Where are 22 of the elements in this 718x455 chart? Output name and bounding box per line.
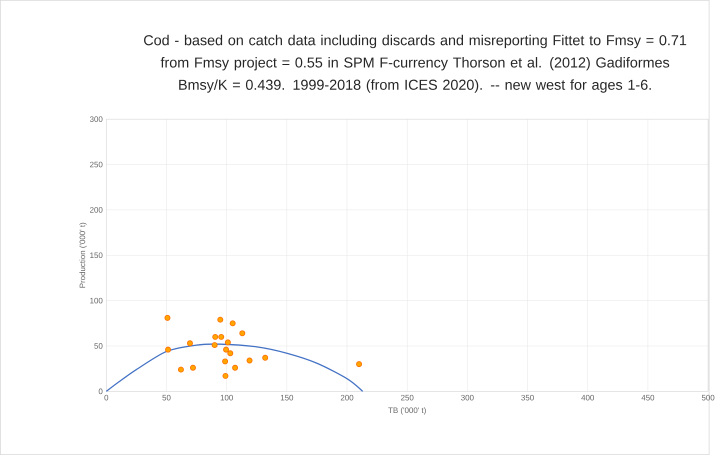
point [262, 354, 268, 361]
point [223, 346, 230, 353]
point [246, 357, 253, 364]
point [222, 372, 228, 379]
point [232, 364, 238, 371]
point [164, 314, 170, 321]
point [222, 358, 228, 364]
point [165, 346, 172, 353]
point [356, 361, 362, 368]
line-series [106, 343, 364, 392]
point [239, 330, 246, 336]
point [212, 334, 218, 340]
point [190, 364, 196, 371]
point [217, 316, 224, 323]
point [224, 339, 231, 346]
point [186, 340, 193, 346]
point [178, 366, 184, 372]
point [230, 320, 236, 326]
point [227, 350, 234, 356]
point [218, 334, 224, 340]
chart-title: Cod - based on catch data including discards and misreporting Fittet to Fmsy = 0.71 from Fmsy project = 0.55 in SPM F-currency Thorson et al. (2012) Gadiformes Bmsy/K = 0.439. 1999-2018 (from ICES 2020). -- new west for ages 1-6. [144, 34, 686, 93]
point [212, 342, 218, 348]
